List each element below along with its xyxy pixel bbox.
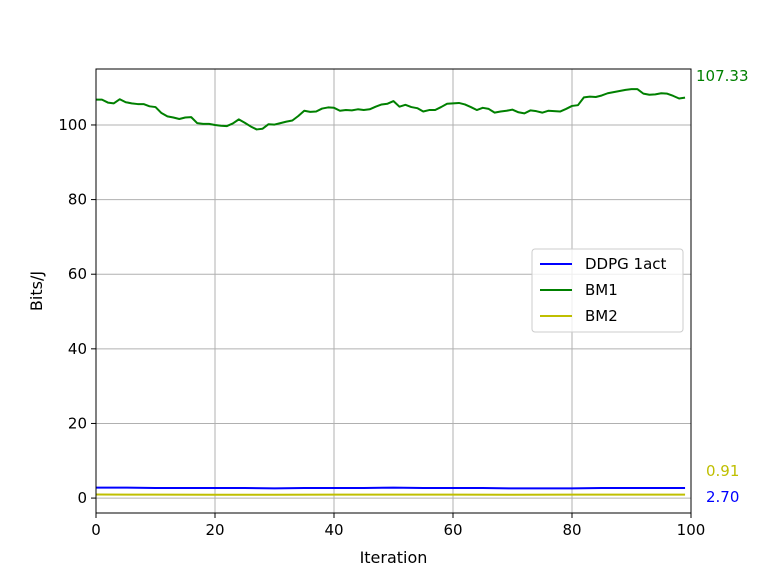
y-tick-label: 20 bbox=[68, 414, 87, 432]
x-axis-label: Iteration bbox=[360, 548, 428, 567]
legend-box bbox=[531, 248, 684, 333]
y-tick-label: 0 bbox=[77, 489, 87, 507]
x-axis-ticks: 0 20 40 60 80 100 bbox=[91, 513, 705, 539]
x-tick-label: 80 bbox=[562, 521, 581, 539]
legend-entry: DDPG 1act bbox=[585, 255, 667, 273]
legend-entry: BM1 bbox=[585, 281, 618, 299]
x-tick-label: 0 bbox=[91, 521, 101, 539]
series-line-ddpg-1act bbox=[96, 486, 686, 490]
series-lines bbox=[95, 88, 686, 496]
x-tick-label: 40 bbox=[324, 521, 343, 539]
end-value-label: 0.91 bbox=[706, 462, 739, 480]
y-tick-label: 100 bbox=[58, 116, 87, 134]
y-tick-label: 80 bbox=[68, 191, 87, 209]
end-value-label: 107.33 bbox=[696, 67, 749, 85]
y-axis-label: Bits/J bbox=[27, 271, 46, 311]
plot-frame bbox=[95, 68, 692, 514]
legend: DDPG 1act BM1 BM2 bbox=[531, 248, 684, 333]
y-tick-label: 40 bbox=[68, 340, 87, 358]
x-tick-label: 60 bbox=[443, 521, 462, 539]
x-tick-label: 100 bbox=[677, 521, 706, 539]
series-end-labels: 2.70 107.33 0.91 bbox=[696, 67, 749, 506]
x-tick-label: 20 bbox=[205, 521, 224, 539]
end-value-label: 2.70 bbox=[706, 488, 739, 506]
y-axis-ticks: 0 20 40 60 80 100 bbox=[58, 116, 96, 507]
series-line-bm1 bbox=[96, 88, 686, 131]
legend-entry: BM2 bbox=[585, 307, 618, 325]
y-tick-label: 60 bbox=[68, 265, 87, 283]
